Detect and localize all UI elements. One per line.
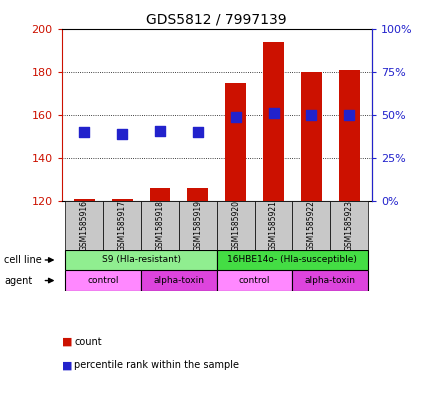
Point xyxy=(270,110,277,117)
Bar xyxy=(263,42,284,201)
Bar xyxy=(65,250,217,270)
Text: control: control xyxy=(239,276,270,285)
Bar xyxy=(150,188,170,201)
Text: S9 (Hla-resistant): S9 (Hla-resistant) xyxy=(102,255,181,264)
Text: alpha-toxin: alpha-toxin xyxy=(153,276,204,285)
Bar xyxy=(141,270,217,291)
Point xyxy=(346,112,353,118)
Point xyxy=(81,129,88,136)
Bar xyxy=(255,201,292,250)
Bar xyxy=(217,270,292,291)
Bar xyxy=(65,270,141,291)
Text: GSM1585920: GSM1585920 xyxy=(231,200,240,251)
Bar xyxy=(217,201,255,250)
Text: GSM1585922: GSM1585922 xyxy=(307,200,316,251)
Text: cell line: cell line xyxy=(4,255,42,265)
Text: count: count xyxy=(74,337,102,347)
Bar xyxy=(339,70,360,201)
Text: GSM1585919: GSM1585919 xyxy=(193,200,202,251)
Bar xyxy=(141,201,179,250)
Text: GSM1585923: GSM1585923 xyxy=(345,200,354,251)
Text: alpha-toxin: alpha-toxin xyxy=(305,276,356,285)
Text: control: control xyxy=(88,276,119,285)
Text: GSM1585917: GSM1585917 xyxy=(118,200,127,251)
Bar xyxy=(217,250,368,270)
Text: percentile rank within the sample: percentile rank within the sample xyxy=(74,360,239,371)
Point xyxy=(308,112,315,118)
Text: GSM1585916: GSM1585916 xyxy=(80,200,89,251)
Point xyxy=(194,129,201,136)
Text: agent: agent xyxy=(4,275,32,286)
Point xyxy=(232,114,239,120)
Bar xyxy=(330,201,368,250)
Text: 16HBE14o- (Hla-susceptible): 16HBE14o- (Hla-susceptible) xyxy=(227,255,357,264)
Bar xyxy=(301,72,322,201)
Point xyxy=(156,127,163,134)
Bar xyxy=(292,201,330,250)
Text: GSM1585918: GSM1585918 xyxy=(156,200,164,251)
Bar xyxy=(179,201,217,250)
Bar xyxy=(103,201,141,250)
Bar xyxy=(74,198,95,201)
Text: GSM1585921: GSM1585921 xyxy=(269,200,278,251)
Point xyxy=(119,131,125,137)
Text: ■: ■ xyxy=(62,360,72,371)
Title: GDS5812 / 7997139: GDS5812 / 7997139 xyxy=(147,13,287,27)
Bar xyxy=(112,198,133,201)
Bar xyxy=(187,188,208,201)
Bar xyxy=(292,270,368,291)
Bar xyxy=(225,83,246,201)
Text: ■: ■ xyxy=(62,337,72,347)
Bar xyxy=(65,201,103,250)
